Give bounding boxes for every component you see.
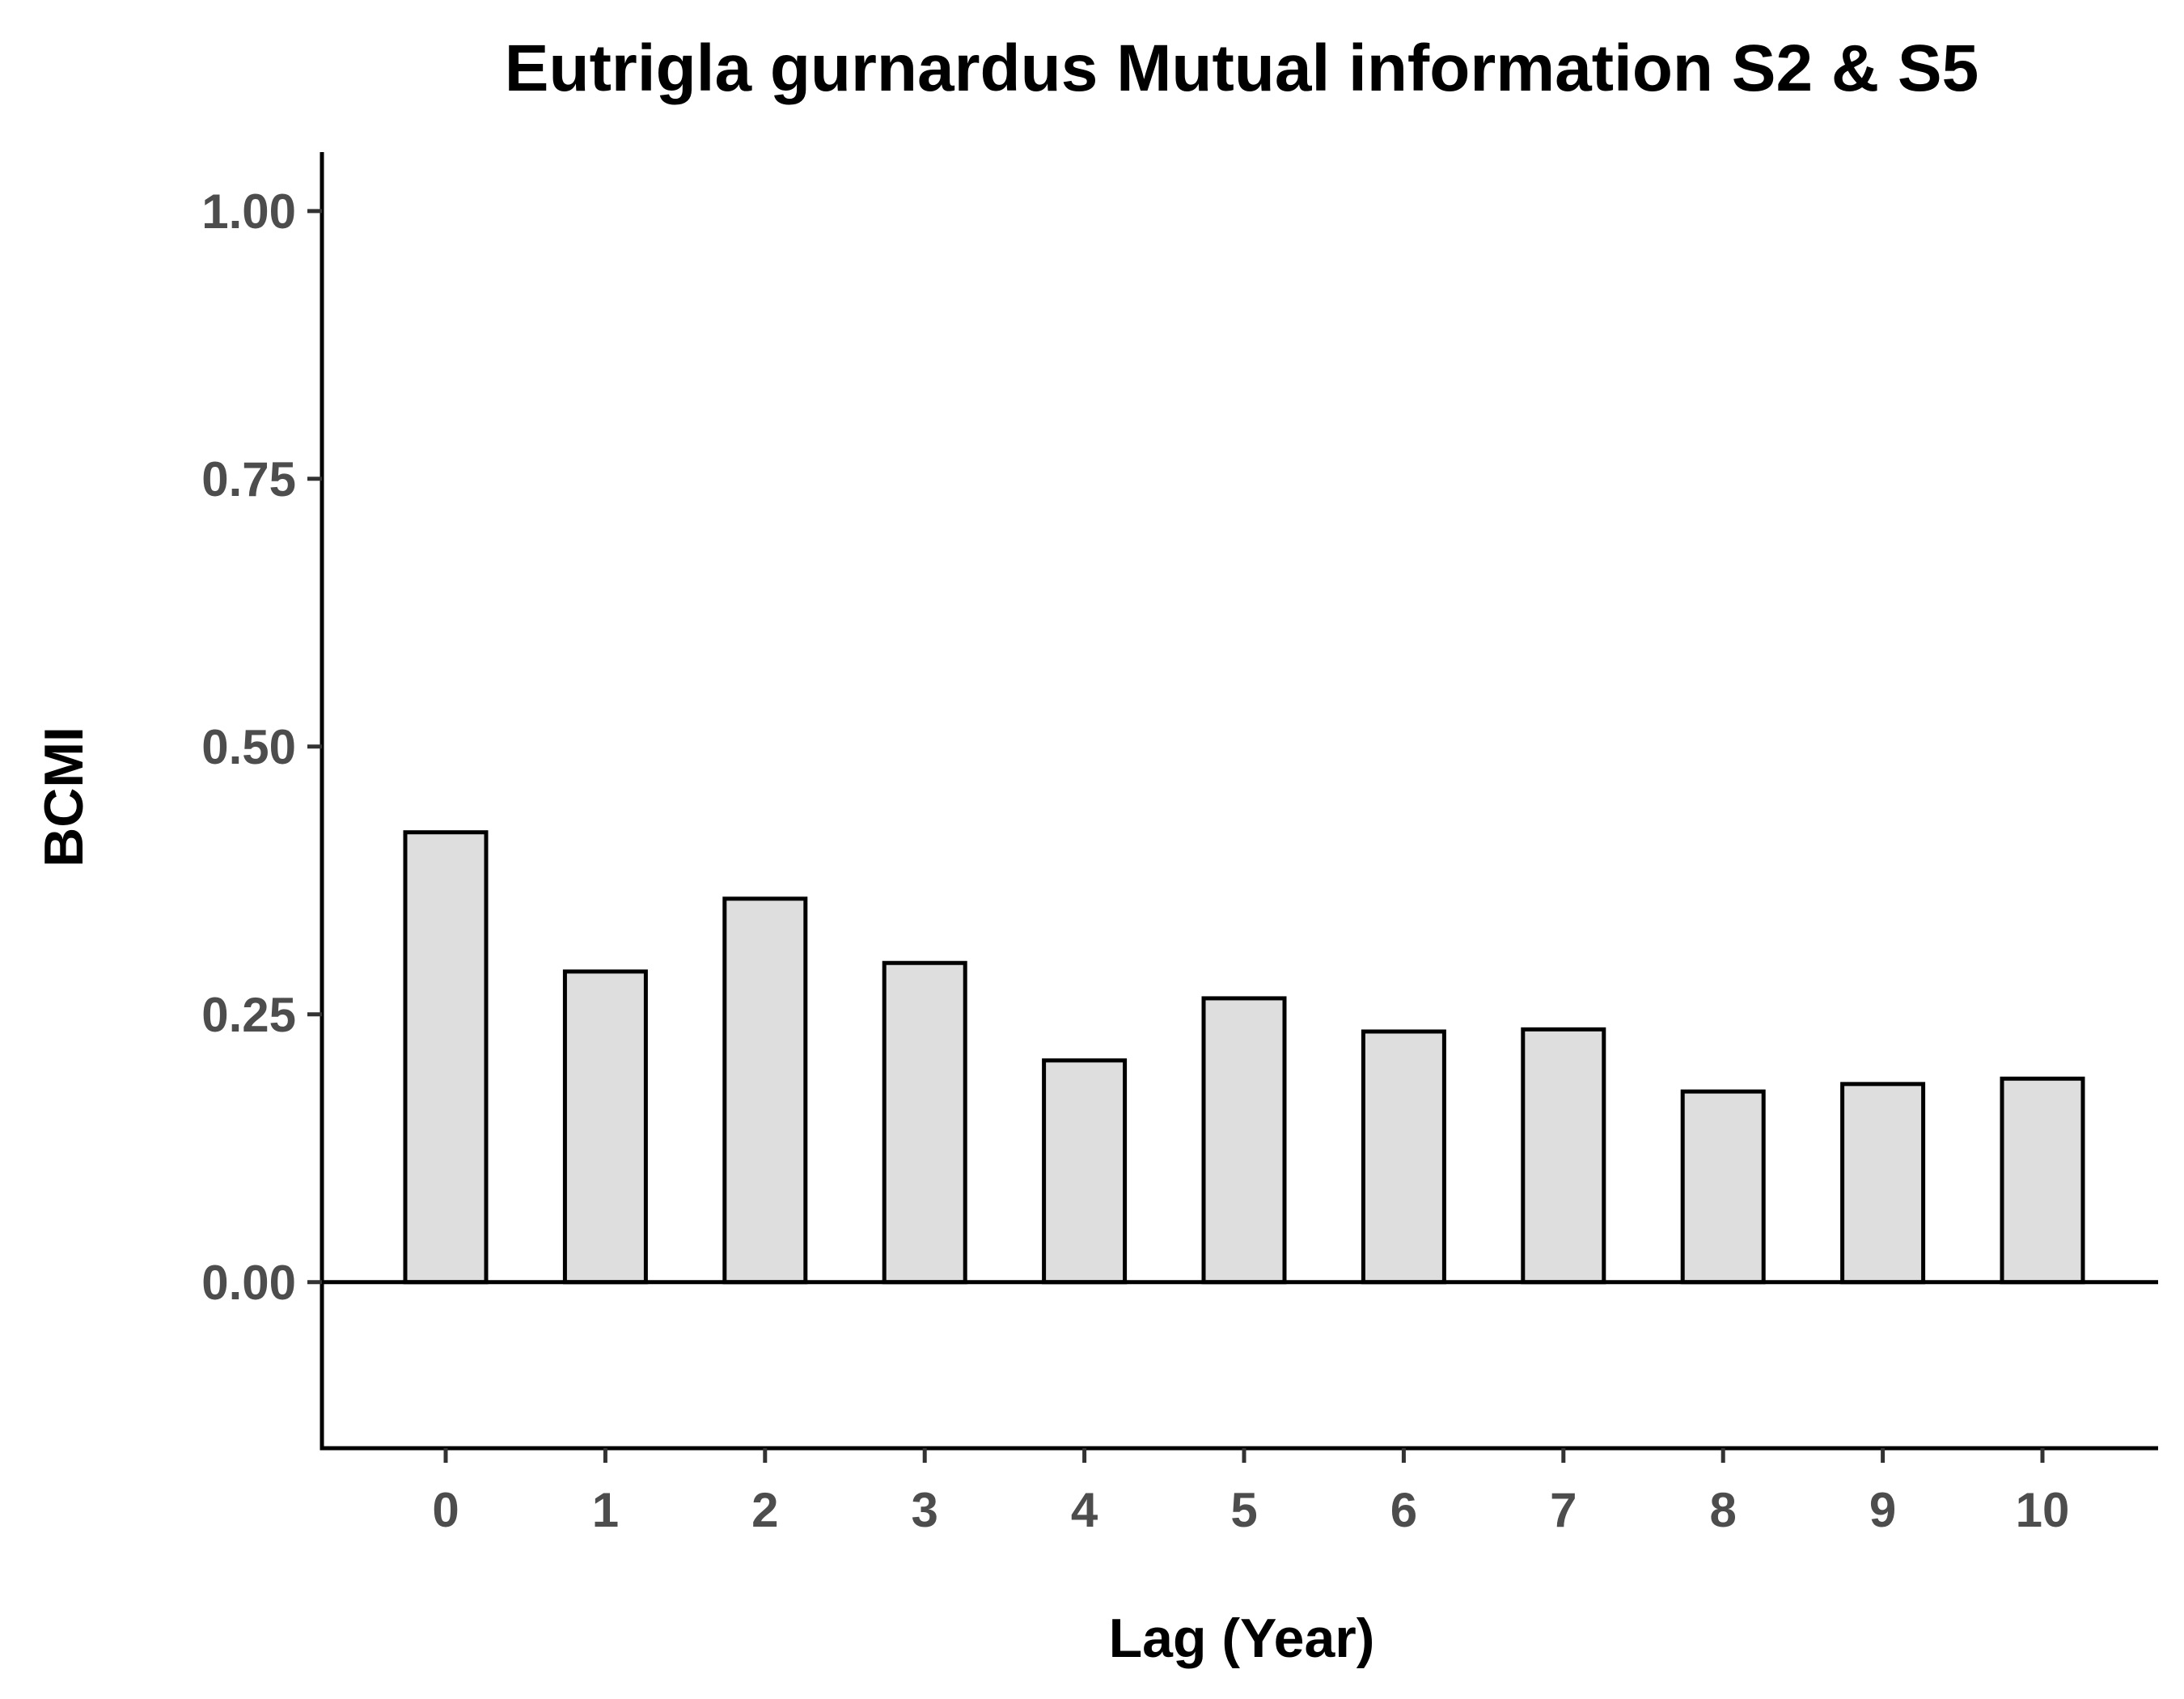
bar-lag-7: [1521, 1027, 1606, 1285]
x-tick-label: 1: [592, 1483, 619, 1537]
x-tick-label: 5: [1230, 1483, 1257, 1537]
plot-area: 0.00 0.25 0.50 0.75 1.00 0 1 2 3 4 5 6 7 8 9 10: [201, 152, 2158, 1537]
x-tick-label: 6: [1390, 1483, 1417, 1537]
x-tick-label: 7: [1550, 1483, 1577, 1537]
bar-lag-1: [562, 969, 648, 1285]
x-tick-label: 9: [1869, 1483, 1896, 1537]
y-tick-label: 0.00: [201, 1256, 296, 1310]
y-tick-label: 0.75: [201, 452, 296, 506]
chart-title: Eutrigla gurnardus Mutual information S2…: [505, 32, 1979, 105]
y-tick-label: 0.25: [201, 988, 296, 1042]
y-tick-label: 1.00: [201, 184, 296, 239]
bar-lag-0: [403, 830, 489, 1285]
x-tick-label: 4: [1071, 1483, 1098, 1537]
x-tick-label: 3: [912, 1483, 938, 1537]
bar-lag-8: [1680, 1089, 1766, 1285]
bar-lag-3: [882, 960, 967, 1285]
y-tick-label: 0.50: [201, 720, 296, 774]
bar-lag-6: [1361, 1029, 1446, 1285]
x-tick-label: 2: [751, 1483, 778, 1537]
x-axis-title: Lag (Year): [1109, 1608, 1375, 1669]
bar-lag-9: [1840, 1082, 1926, 1285]
bar-lag-10: [2000, 1076, 2085, 1285]
bar-lag-5: [1201, 996, 1287, 1285]
bar-lag-4: [1042, 1058, 1128, 1285]
bar-lag-2: [722, 896, 808, 1285]
y-axis-title: BCMI: [33, 727, 95, 867]
x-tick-label: 0: [432, 1483, 459, 1537]
x-tick-label: 8: [1710, 1483, 1737, 1537]
x-tick-label: 10: [2016, 1483, 2070, 1537]
